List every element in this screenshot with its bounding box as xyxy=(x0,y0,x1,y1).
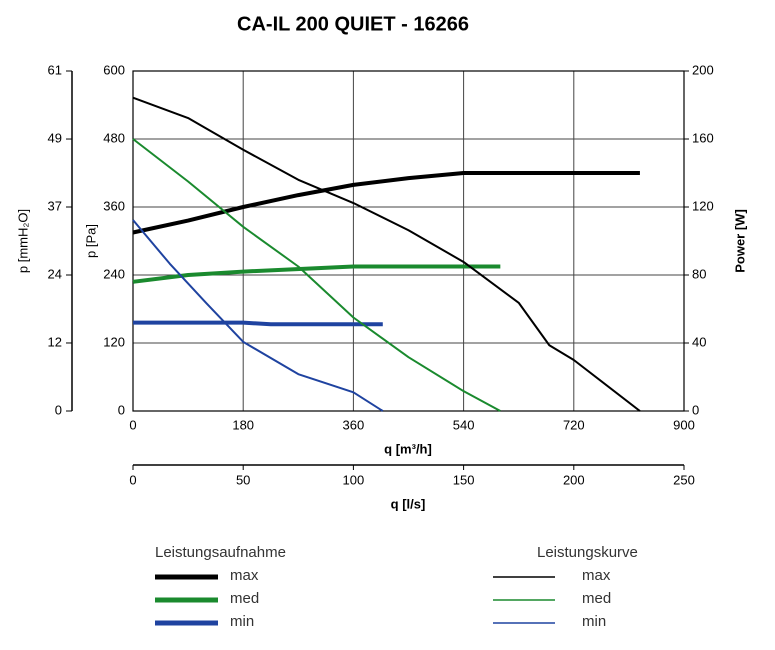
legend-label: med xyxy=(230,590,259,607)
x2-tick-label: 200 xyxy=(563,472,585,487)
x-tick-label: 180 xyxy=(232,417,254,432)
x-tick-label: 720 xyxy=(563,417,585,432)
y-tick-label: 480 xyxy=(103,130,125,145)
y3-tick-label: 0 xyxy=(55,402,62,417)
y2-tick-label: 0 xyxy=(692,402,699,417)
x-tick-label: 900 xyxy=(673,417,695,432)
y-tick-label: 240 xyxy=(103,266,125,281)
legend-label: max xyxy=(230,567,259,584)
x-tick-label: 0 xyxy=(129,417,136,432)
plot-frame xyxy=(132,70,685,412)
legend-title: Leistungskurve xyxy=(537,544,638,561)
x-tick-label: 540 xyxy=(453,417,475,432)
y3-tick-label: 37 xyxy=(48,198,62,213)
x-tick-label: 360 xyxy=(343,417,365,432)
y2-tick-label: 200 xyxy=(692,62,714,77)
pressure-line xyxy=(132,96,641,412)
chart-title: CA-IL 200 QUIET - 16266 xyxy=(237,13,469,35)
y2-label: Power [W] xyxy=(732,209,747,273)
y2-tick-label: 40 xyxy=(692,334,706,349)
x2-tick-label: 250 xyxy=(673,472,695,487)
y-tick-label: 120 xyxy=(103,334,125,349)
legend-label: med xyxy=(582,590,611,607)
power-line xyxy=(132,171,640,235)
legend-label: max xyxy=(582,567,611,584)
y-label: p [Pa] xyxy=(83,224,98,258)
y-tick-label: 0 xyxy=(118,402,125,417)
legend-label: min xyxy=(582,613,606,630)
legend-title: Leistungsaufnahme xyxy=(155,544,286,561)
y3-tick-label: 24 xyxy=(48,266,62,281)
x-label: q [m³/h] xyxy=(384,441,432,456)
y3-tick-label: 49 xyxy=(48,130,62,145)
legend-label: min xyxy=(230,613,254,630)
y-tick-label: 360 xyxy=(103,198,125,213)
y2-tick-label: 160 xyxy=(692,130,714,145)
y3-label: p [mmH₂O] xyxy=(15,209,30,273)
y2-tick-label: 120 xyxy=(692,198,714,213)
y-tick-label: 600 xyxy=(103,62,125,77)
pressure-line xyxy=(132,219,384,412)
power-line xyxy=(133,320,383,327)
x2-tick-label: 100 xyxy=(343,472,365,487)
pressure-line xyxy=(132,138,501,412)
x2-tick-label: 0 xyxy=(129,472,136,487)
y2-tick-label: 80 xyxy=(692,266,706,281)
y3-tick-label: 61 xyxy=(48,62,62,77)
x2-label: q [l/s] xyxy=(391,496,426,511)
y3-tick-label: 12 xyxy=(48,334,62,349)
power-line xyxy=(132,264,501,284)
x2-tick-label: 150 xyxy=(453,472,475,487)
x2-tick-label: 50 xyxy=(236,472,250,487)
